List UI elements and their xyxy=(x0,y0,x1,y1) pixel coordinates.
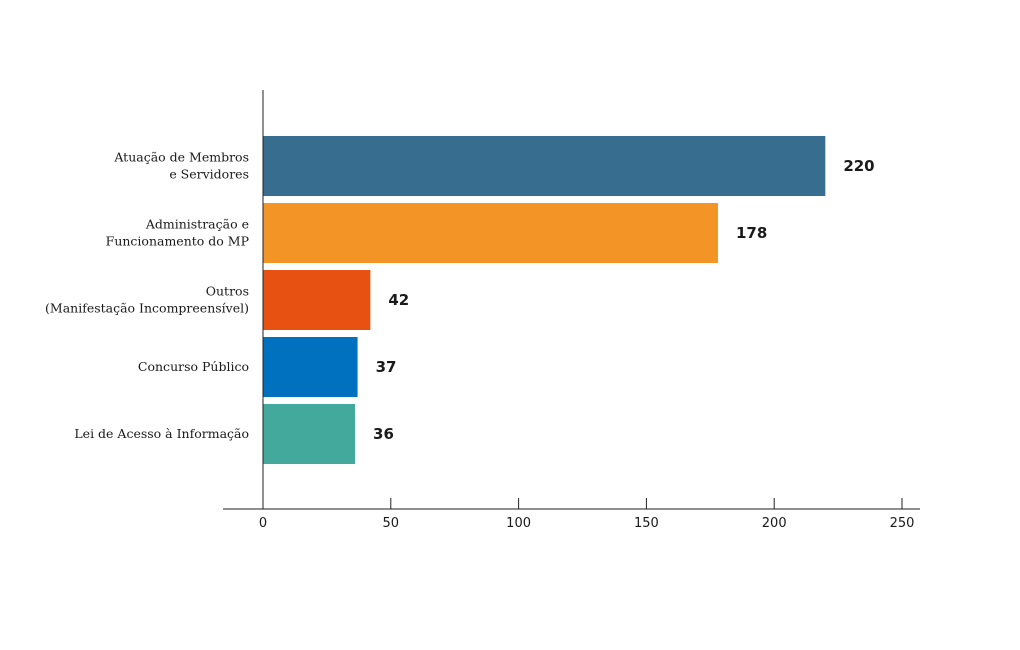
x-tick-label: 250 xyxy=(890,516,915,531)
bar xyxy=(263,337,358,397)
x-tick-label: 150 xyxy=(634,516,659,531)
x-tick-label: 100 xyxy=(506,516,531,531)
bar xyxy=(263,404,356,464)
x-tick-label: 0 xyxy=(259,516,267,531)
value-labels: 220 178 42 37 36 xyxy=(373,157,875,443)
bar xyxy=(263,136,826,196)
bar-value-label: 37 xyxy=(376,358,397,376)
bar-value-label: 220 xyxy=(843,157,874,175)
x-tick-label: 50 xyxy=(383,516,400,531)
category-label: Concurso Público xyxy=(138,359,249,374)
category-label: Outros (Manifestação Incompreensível) xyxy=(45,284,249,316)
x-axis-ticks: 0 50 100 150 200 250 xyxy=(259,498,915,531)
category-label: Atuação de Membros e Servidores xyxy=(113,150,249,182)
bar-value-label: 36 xyxy=(373,425,394,443)
category-labels: Atuação de Membros e Servidores Administra… xyxy=(45,150,249,442)
bar-value-label: 42 xyxy=(388,291,409,309)
bars-group xyxy=(263,136,826,464)
bar-value-label: 178 xyxy=(736,224,767,242)
category-label: Lei de Acesso à Informação xyxy=(74,426,249,441)
category-label: Administração e Funcionamento do MP xyxy=(106,217,249,249)
x-tick-label: 200 xyxy=(762,516,787,531)
bar xyxy=(263,270,371,330)
bar xyxy=(263,203,718,263)
